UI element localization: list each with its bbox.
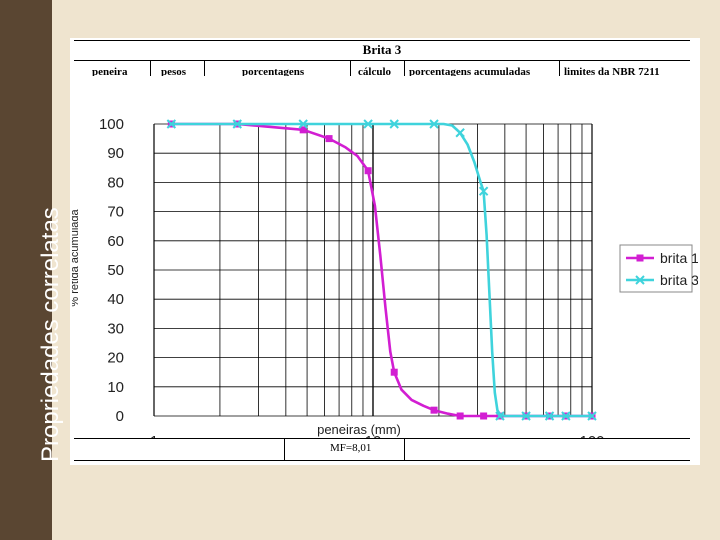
y-tick-label: 0 (116, 408, 124, 425)
slide-title: Propriedades correlatas (37, 207, 64, 462)
legend-marker (635, 275, 645, 285)
footer-top-rule (74, 438, 690, 439)
column-header: porcentagens (242, 66, 305, 78)
column-header: peneira (92, 66, 128, 78)
col-divider (559, 60, 560, 78)
data-point (298, 119, 308, 129)
data-point (325, 135, 333, 143)
data-point-stroke (521, 411, 531, 421)
column-header: limites da NBR 7211 (564, 66, 660, 78)
legend-label: brita 1 (660, 250, 698, 266)
y-tick-label: 70 (107, 204, 124, 221)
data-point (232, 119, 242, 129)
x-axis-label: peneiras (mm) (317, 422, 401, 437)
y-tick-label: 10 (107, 379, 124, 396)
table-footer: MF=8,01 (74, 438, 690, 462)
data-point (166, 119, 177, 129)
y-tick-label: 20 (107, 350, 124, 367)
data-point-stroke (561, 411, 571, 421)
y-tick-label: 30 (107, 320, 124, 337)
data-point-stroke (363, 119, 373, 129)
y-tick-labels: 0 10 20 30 40 50 60 70 80 90 100 (99, 116, 124, 425)
legend-marker (636, 254, 644, 262)
data-point-stroke (544, 411, 555, 421)
footer-divider (404, 438, 405, 460)
data-point-stroke (587, 411, 597, 421)
series-group (166, 119, 597, 421)
data-point (521, 411, 531, 421)
table-title: Brita 3 (362, 42, 402, 57)
y-tick-label: 100 (99, 116, 124, 133)
col-divider (150, 60, 151, 78)
data-point (429, 119, 439, 129)
data-point-stroke (389, 119, 399, 129)
footer-bottom-rule (74, 460, 690, 461)
data-point-stroke (495, 411, 505, 421)
data-point (561, 411, 571, 421)
data-point-stroke (478, 186, 489, 196)
y-tick-label: 90 (107, 145, 124, 162)
data-point (478, 186, 489, 196)
data-point (363, 119, 373, 129)
slide-title-wrap: Propriedades correlatas (0, 0, 64, 540)
table-top-rule (74, 40, 690, 41)
column-header: porcentagens acumuladas (409, 66, 531, 78)
data-point-stroke (455, 128, 465, 138)
data-point (544, 411, 555, 421)
legend-label: brita 3 (660, 272, 698, 288)
col-divider (204, 60, 205, 78)
table-header: Brita 3 peneira pesos porcentagens cálcu… (74, 40, 690, 78)
data-point-stroke (429, 119, 439, 129)
legend-item: brita 3 (626, 272, 699, 288)
footer-divider (284, 438, 285, 460)
data-point (587, 411, 597, 421)
data-point (389, 119, 399, 129)
grid (153, 123, 593, 417)
column-header: pesos (161, 66, 187, 78)
y-tick-label: 80 (107, 174, 124, 191)
data-point-stroke (298, 119, 308, 129)
data-point (456, 412, 464, 420)
series-2 (166, 119, 597, 421)
data-point (455, 128, 465, 138)
data-point (430, 406, 438, 414)
y-tick-label: 50 (107, 262, 124, 279)
y-tick-label: 60 (107, 233, 124, 250)
data-point-stroke (166, 119, 177, 129)
column-header: cálculo (358, 66, 391, 78)
legend: brita 1 brita 3 (619, 244, 699, 293)
sheet: Brita 3 peneira pesos porcentagens cálcu… (69, 38, 700, 465)
data-point (299, 126, 307, 134)
legend-box (619, 244, 693, 293)
sidebar-bar (0, 0, 52, 540)
y-tick-label: 40 (107, 291, 124, 308)
col-divider (404, 60, 405, 78)
data-point (480, 412, 488, 420)
data-point (364, 167, 372, 175)
data-point-stroke (232, 119, 242, 129)
y-axis-label: % retida acumulada (72, 209, 81, 307)
data-point (390, 368, 398, 376)
legend-item: brita 1 (626, 250, 699, 266)
col-divider (350, 60, 351, 78)
data-point (495, 411, 505, 421)
table-title-rule (74, 60, 690, 61)
fineness-modulus: MF=8,01 (330, 442, 372, 454)
